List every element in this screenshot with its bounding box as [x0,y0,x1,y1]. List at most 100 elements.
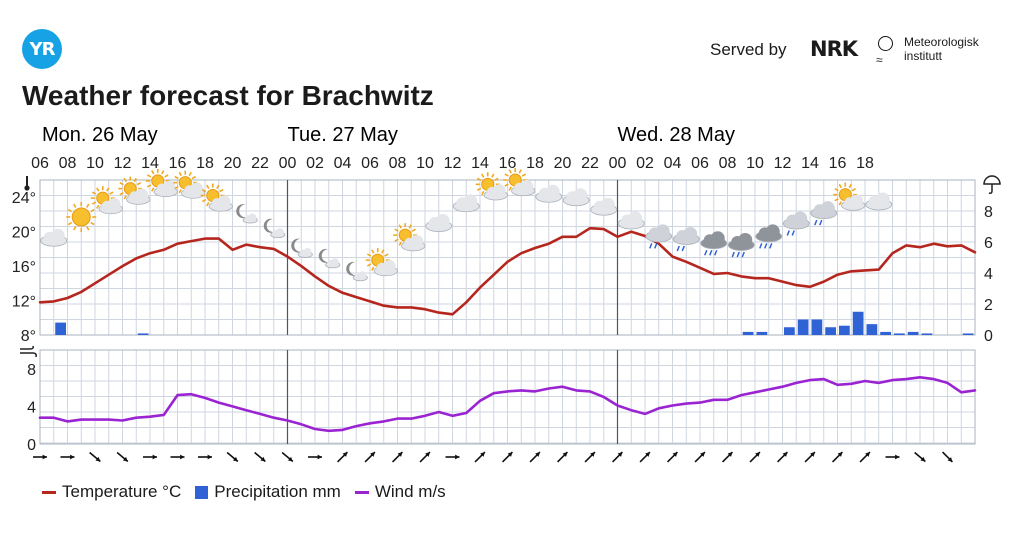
precipitation-bar [137,333,149,335]
legend-temperature: Temperature °C [42,482,181,502]
wind-direction-arrow [749,451,761,463]
weather-cloudy-icon [865,192,893,211]
weather-partly-cloudy-day-icon [393,223,426,252]
met-circle-icon [878,36,893,51]
weather-heavy-rain-icon [700,231,728,256]
legend-precipitation-swatch [195,485,209,499]
hour-tick-label: 18 [856,155,874,172]
legend-wind-label: Wind m/s [374,482,446,501]
page-title: Weather forecast for Brachwitz [22,80,434,111]
wind-line [38,375,977,433]
wind-direction-arrow [336,451,349,463]
weather-heavy-rain-icon [727,233,755,258]
legend-precipitation: Precipitation mm [195,482,341,502]
met-wave-icon: ≈ [876,53,883,67]
wind-direction-arrow [60,454,75,460]
wind-tick-label: 4 [27,399,36,416]
precipitation-tick-label: 0 [984,328,993,345]
wind-direction-arrow [639,451,651,463]
met-institute-logo[interactable]: ≈ Meteorologisk institutt [876,34,996,68]
precipitation-bar [962,333,974,335]
temperature-tick-label: 24° [12,190,36,207]
weather-partly-cloudy-night-icon [263,218,286,239]
weather-rain-icon [645,224,673,249]
wind-direction-arrow [364,451,376,463]
weather-rain-icon [782,211,810,236]
weather-cloudy-icon [425,214,453,232]
wind-direction-arrow [391,451,404,463]
weather-partly-cloudy-day-icon [833,182,866,211]
panel-border [39,179,976,336]
hour-tick-label: 02 [306,155,324,172]
wind-direction-arrow [584,451,596,463]
precipitation-bar [742,331,754,335]
precipitation-bar [825,327,836,335]
hour-tick-label: 10 [86,155,104,172]
weather-cloudy-icon [452,194,480,213]
wind-direction-arrow [694,451,706,463]
temperature-line [38,226,977,316]
weather-cloudy-icon [535,184,563,203]
wind-direction-arrow [419,451,431,463]
hour-tick-label: 14 [471,155,489,172]
precipitation-bar [756,331,768,335]
precipitation-bar [907,331,919,335]
weather-partly-cloudy-day-icon [475,172,508,201]
hour-tick-label: 14 [141,155,159,172]
day-label: Tue. 27 May [288,124,398,146]
hour-tick-label: 12 [774,155,792,172]
weather-heavy-rain-icon [755,224,783,249]
hour-tick-label: 00 [609,155,627,172]
weather-partly-cloudy-day-icon [173,170,206,199]
hour-tick-label: 02 [636,155,654,172]
weather-rain-icon [810,201,838,226]
wind-tick-label: 0 [27,437,36,454]
wind-direction-arrow [501,451,514,463]
wind-direction-arrow [941,451,954,463]
hour-tick-label: 06 [31,155,49,172]
legend-temperature-label: Temperature °C [62,482,182,501]
temperature-tick-label: 12° [12,294,36,311]
hour-tick-label: 20 [224,155,242,172]
nrk-logo[interactable]: NRK [810,37,858,61]
chart-legend: Temperature °C Precipitation mm Wind m/s [42,482,446,502]
hour-tick-label: 22 [251,155,269,172]
weather-partly-cloudy-night-icon [318,248,341,269]
wind-direction-arrow [776,451,789,463]
weather-partly-cloudy-day-icon [118,176,151,205]
weather-partly-cloudy-day-icon [145,168,178,197]
hour-tick-label: 20 [554,155,572,172]
precipitation-bar [797,319,809,335]
wind-direction-arrow [556,451,569,463]
legend-wind: Wind m/s [354,482,446,502]
hour-tick-label: 06 [361,155,379,172]
precipitation-tick-label: 8 [984,204,993,221]
hour-tick-label: 04 [334,155,352,172]
wind-direction-arrow [721,451,734,463]
grid [39,349,976,445]
weather-partly-cloudy-day-icon [90,186,123,215]
wind-direction-arrow [804,451,816,463]
met-institute-text: Meteorologisk institutt [904,35,979,63]
weather-cloudy-icon [40,228,68,247]
wind-direction-arrow [859,451,871,463]
wind-direction-arrow [445,454,460,460]
weather-rain-icon [672,226,700,252]
precipitation-bar [55,322,66,335]
wind-direction-arrow [226,451,239,463]
hour-tick-label: 08 [59,155,77,172]
weather-sun-icon [66,202,97,233]
precipitation-bar [839,325,850,335]
served-by-label: Served by [710,40,787,59]
weather-partly-cloudy-day-icon [200,183,233,212]
hour-tick-label: 12 [114,155,132,172]
hour-tick-label: 16 [499,155,517,172]
wind-direction-arrow [529,451,541,463]
legend-wind-swatch [354,490,369,494]
wind-direction-arrow [914,451,926,463]
weather-partly-cloudy-day-icon [365,248,398,277]
grid [39,179,976,336]
hour-tick-label: 00 [279,155,297,172]
yr-logo[interactable]: YR [22,29,62,69]
wind-direction-arrow [666,451,679,463]
